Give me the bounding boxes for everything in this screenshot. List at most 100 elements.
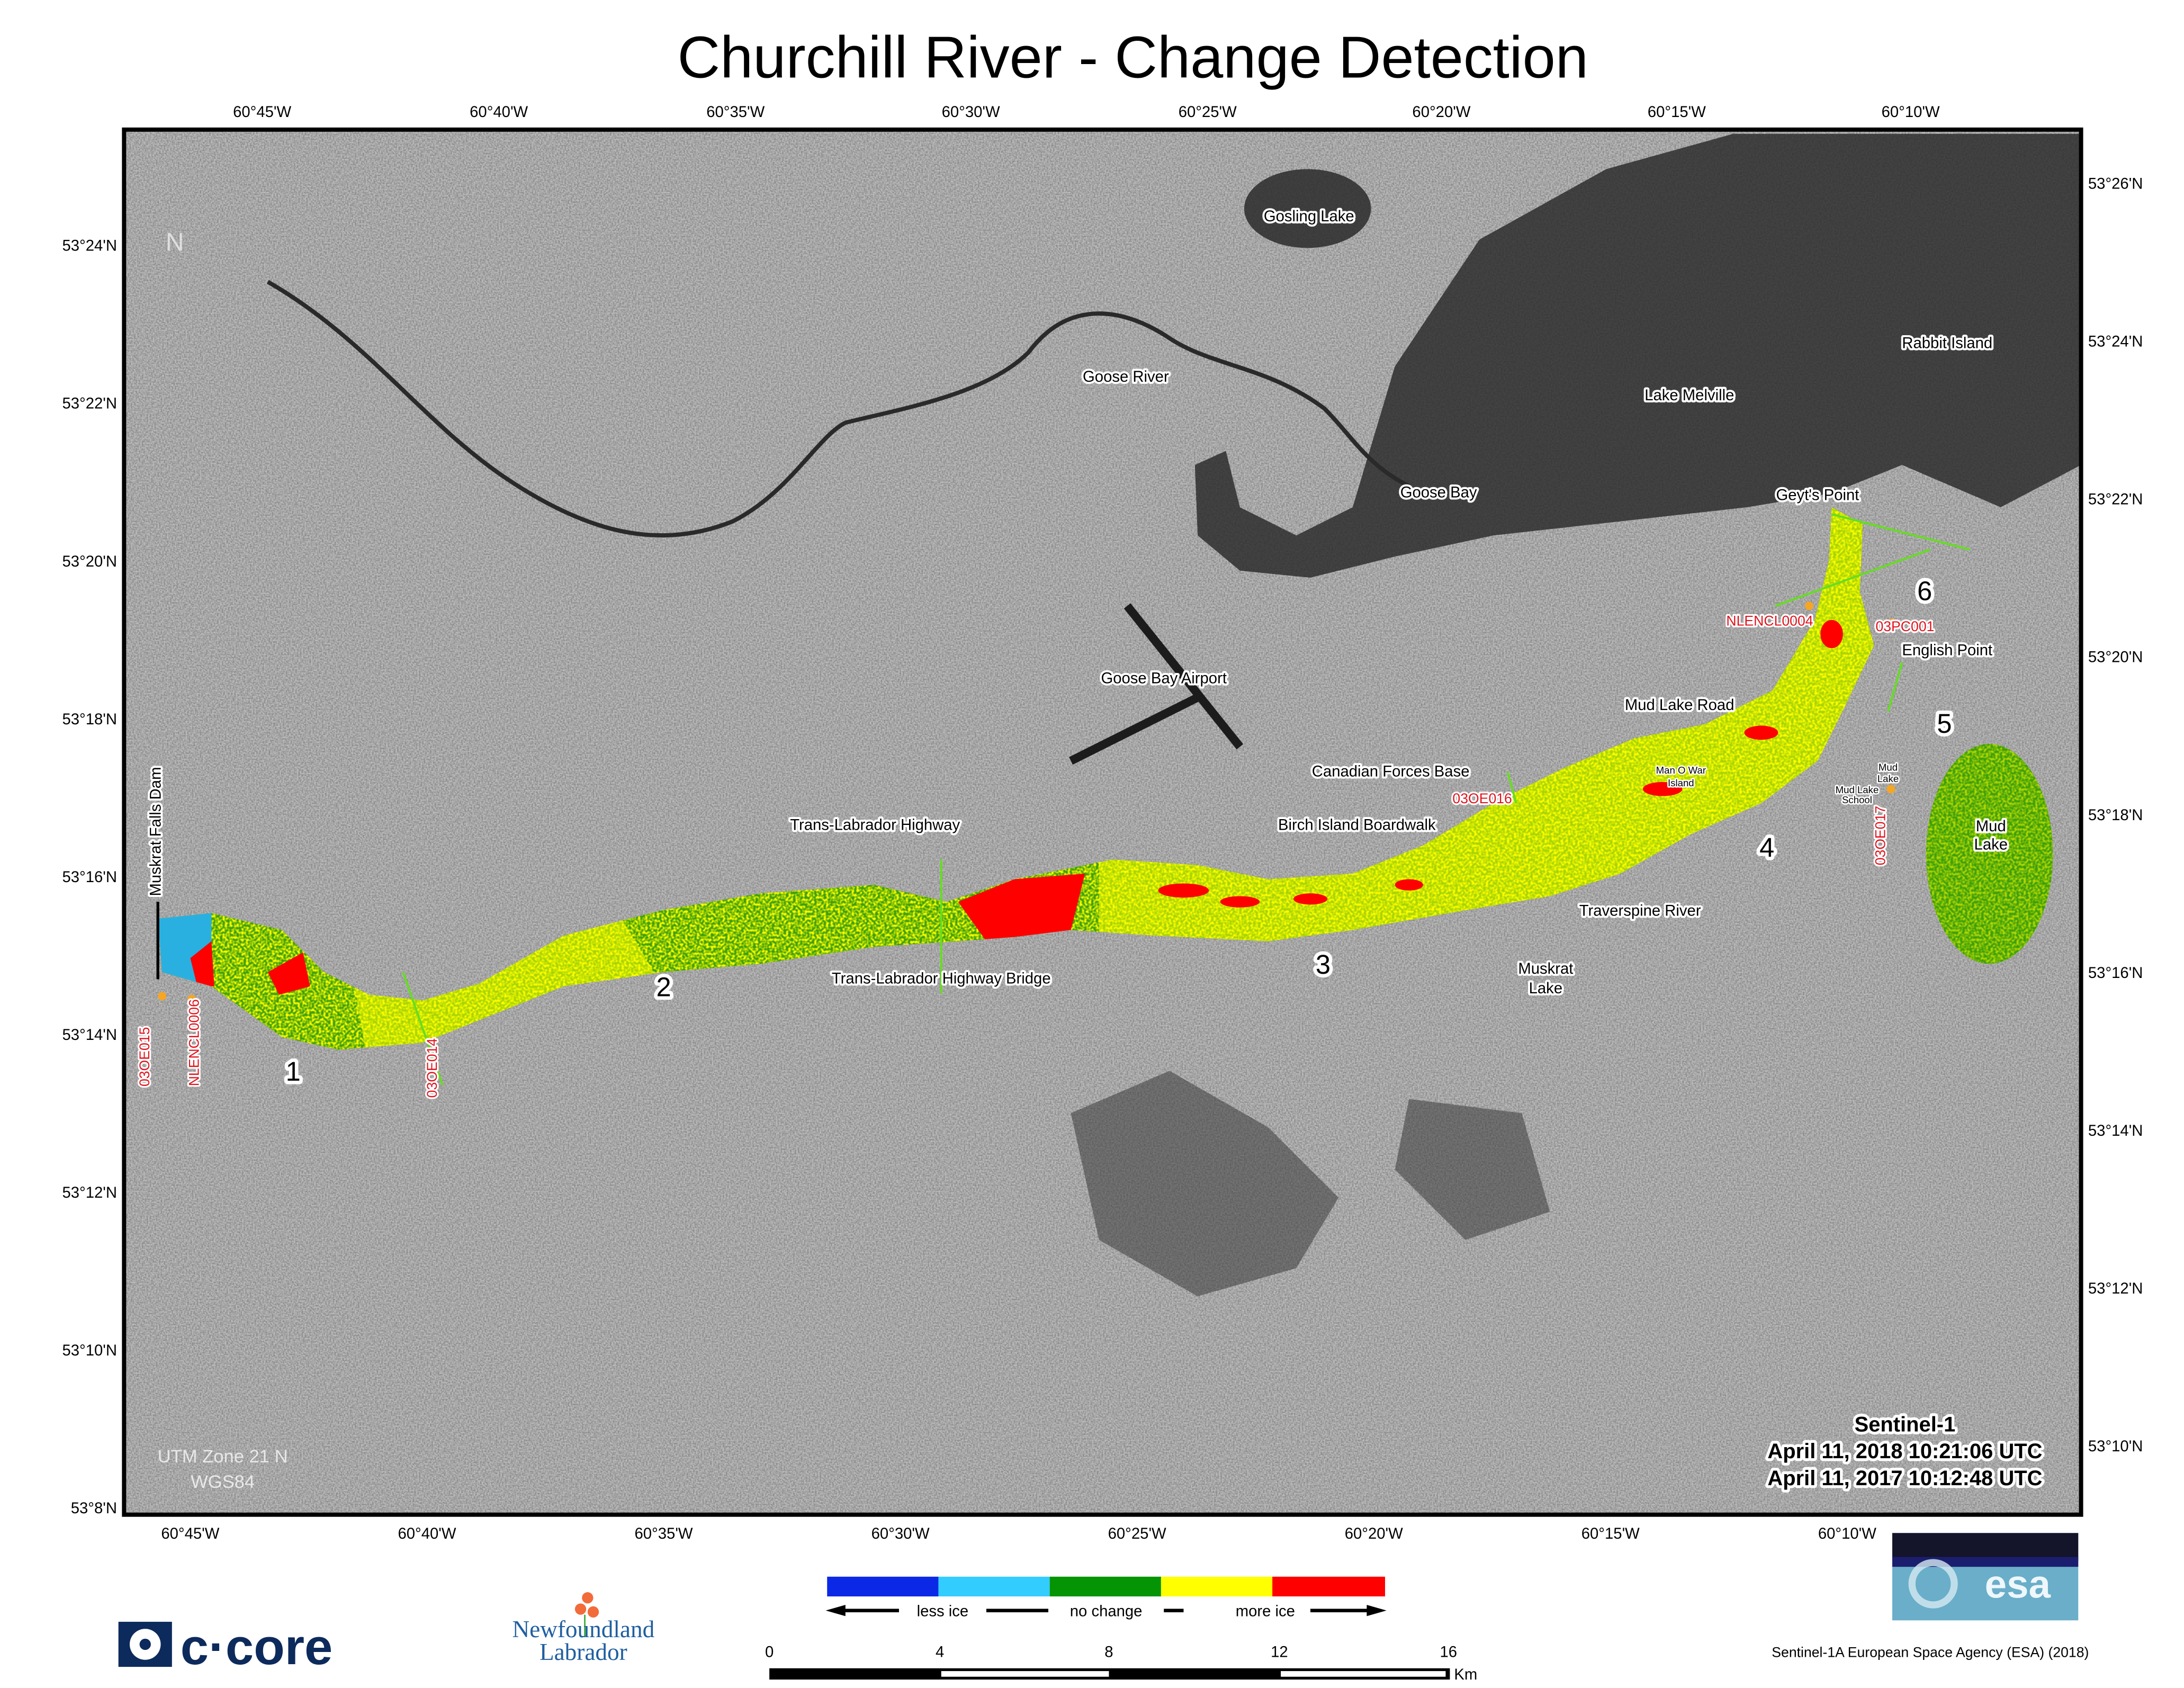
lat-tick-label: 53°14'N: [62, 1027, 117, 1044]
section-number: 4: [1759, 832, 1774, 863]
esa-logo: esa: [1892, 1533, 2079, 1621]
lake-melville-water: [1194, 133, 2081, 578]
section-number: 2: [656, 972, 671, 1002]
lat-tick-label: 53°12'N: [62, 1184, 117, 1201]
newfoundland-labrador-logo: Newfoundland Labrador: [512, 1592, 655, 1665]
esa-logo-text: esa: [1985, 1563, 2051, 1606]
map-frame: [122, 127, 2083, 1517]
scale-tick: 8: [1104, 1644, 1113, 1660]
image-credit: Sentinel-1A European Space Agency (ESA) …: [1772, 1644, 2089, 1660]
label-mud-lake-road: Mud Lake Road: [1625, 697, 1734, 714]
label-trans-labrador-highway: Trans-Labrador Highway: [790, 816, 960, 833]
lat-tick-label: 53°26'N: [2088, 176, 2143, 193]
label-mud-lake-small-1: Mud: [1879, 762, 1898, 773]
lat-tick-label: 53°22'N: [2088, 491, 2143, 508]
label-english-point: English Point: [1902, 642, 1992, 659]
lon-tick-label: 60°20'W: [1412, 104, 1470, 121]
acquisition-date-2: April 11, 2017 10:12:48 UTC: [1767, 1467, 2042, 1490]
lat-tick-label: 53°16'N: [62, 869, 117, 886]
legend-swatch-less-ice: [938, 1576, 1050, 1597]
lon-tick-label: 60°15'W: [1581, 1525, 1640, 1542]
goose-river-line: [266, 280, 1410, 538]
lon-tick-label: 60°40'W: [470, 104, 528, 121]
ccore-logo-text: c·core: [181, 1619, 332, 1675]
scale-unit: Km: [1454, 1666, 1477, 1683]
station-label: 03OE016: [1452, 791, 1512, 806]
top-longitude-ticks: 60°45'W 60°40'W 60°35'W 60°30'W 60°25'W …: [233, 104, 1940, 121]
section-number: 5: [1937, 708, 1952, 739]
legend-swatch-no-change: [1049, 1576, 1161, 1597]
label-canadian-forces-base: Canadian Forces Base: [1312, 763, 1470, 780]
legend-no-change: no change: [1070, 1603, 1143, 1620]
station-label: 03OE015: [137, 1027, 152, 1087]
lat-tick-label: 53°24'N: [2088, 334, 2143, 351]
lon-tick-label: 60°35'W: [635, 1525, 693, 1542]
arrow-left-icon: [825, 1604, 846, 1617]
sar-image: Gosling Lake Rabbit Island Goose River L…: [124, 129, 2081, 1515]
label-mud-lake-small-2: Lake: [1877, 773, 1899, 784]
lon-tick-label: 60°25'W: [1108, 1525, 1166, 1542]
projection-line-1: UTM Zone 21 N: [158, 1447, 288, 1467]
station-markers: [158, 601, 1897, 1046]
lat-tick-label: 53°22'N: [62, 396, 117, 412]
scale-tick: 16: [1440, 1644, 1457, 1660]
legend-swatch-more-ice: [1161, 1576, 1273, 1597]
label-gosling-lake: Gosling Lake: [1264, 208, 1354, 225]
gosling-lake-water: [1244, 169, 1371, 248]
lat-tick-label: 53°20'N: [2088, 649, 2143, 666]
label-man-o-war-2: Island: [1668, 777, 1694, 788]
scale-tick: 4: [936, 1644, 944, 1660]
map-title: Churchill River - Change Detection: [677, 24, 1588, 90]
label-goose-bay: Goose Bay: [1400, 484, 1477, 501]
station-label: 03PC001: [1875, 618, 1934, 634]
lon-tick-label: 60°10'W: [1818, 1525, 1876, 1542]
lon-tick-label: 60°40'W: [398, 1525, 456, 1542]
lat-tick-label: 53°14'N: [2088, 1123, 2143, 1139]
label-goose-river: Goose River: [1083, 369, 1169, 385]
lon-tick-label: 60°15'W: [1648, 104, 1706, 121]
scale-tick: 0: [765, 1644, 774, 1660]
label-mud-lake-2: Lake: [1974, 837, 2008, 854]
label-rabbit-island: Rabbit Island: [1902, 335, 1992, 352]
label-birch-island-boardwalk: Birch Island Boardwalk: [1278, 816, 1436, 833]
label-goose-bay-airport: Goose Bay Airport: [1101, 670, 1227, 687]
station-label: 03OE017: [1873, 806, 1889, 865]
label-lake-melville: Lake Melville: [1644, 387, 1734, 404]
scale-tick: 12: [1271, 1644, 1288, 1660]
lon-tick-label: 60°20'W: [1345, 1525, 1403, 1542]
mud-lake-speckle: [1926, 744, 2053, 964]
label-trans-labrador-highway-bridge: Trans-Labrador Highway Bridge: [832, 970, 1051, 987]
lat-tick-label: 53°10'N: [62, 1342, 117, 1359]
station-lines: [402, 513, 1970, 1085]
lat-tick-label: 53°20'N: [62, 553, 117, 570]
label-muskrat-lake-1: Muskrat: [1518, 960, 1573, 977]
lat-tick-label: 53°8'N: [71, 1500, 117, 1517]
lon-tick-label: 60°25'W: [1179, 104, 1237, 121]
label-mud-lake-school-1: Mud Lake: [1836, 784, 1879, 795]
change-legend: less ice no change more ice: [825, 1576, 1387, 1620]
lon-tick-label: 60°45'W: [233, 104, 291, 121]
lon-tick-label: 60°30'W: [871, 1525, 930, 1542]
legend-less-ice: less ice: [917, 1603, 969, 1620]
section-number: 3: [1316, 949, 1331, 980]
station-label: NLENCL0006: [186, 999, 202, 1086]
station-label: 03OE014: [424, 1038, 440, 1098]
label-geyts-point: Geyt's Point: [1776, 487, 1859, 504]
sensor-name: Sentinel-1: [1855, 1413, 1956, 1436]
airport-runways: [1069, 603, 1244, 765]
label-mud-lake-school-2: School: [1842, 794, 1872, 805]
dark-wetlands: [1071, 1071, 1550, 1297]
nl-logo-line-2: Labrador: [540, 1639, 627, 1665]
label-muskrat-falls-dam: Muskrat Falls Dam: [148, 767, 165, 896]
label-mud-lake-1: Mud: [1976, 818, 2006, 835]
lon-tick-label: 60°35'W: [706, 104, 765, 121]
label-traverspine-river: Traverspine River: [1579, 903, 1701, 920]
bottom-longitude-ticks: 60°45'W 60°40'W 60°35'W 60°30'W 60°25'W …: [161, 1525, 1876, 1542]
section-number: 6: [1917, 576, 1932, 606]
lon-tick-label: 60°45'W: [161, 1525, 219, 1542]
lat-tick-label: 53°24'N: [62, 238, 117, 255]
lon-tick-label: 60°10'W: [1882, 104, 1940, 121]
left-latitude-ticks: 53°24'N 53°22'N 53°20'N 53°18'N 53°16'N …: [62, 238, 117, 1517]
lat-tick-label: 53°18'N: [62, 711, 117, 728]
label-muskrat-lake-2: Lake: [1529, 980, 1562, 997]
